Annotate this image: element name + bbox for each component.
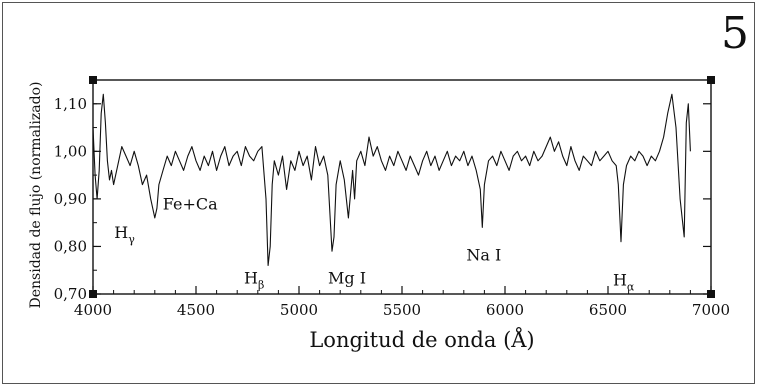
y-axis-label: Densidad de flujo (normalizado) [28, 82, 44, 309]
corner-marker [707, 290, 715, 298]
figure-frame [2, 2, 755, 384]
corner-marker [707, 76, 715, 84]
line-annotation: Hα [613, 270, 635, 293]
x-tick-label: 4500 [177, 301, 215, 319]
x-tick-label: 4000 [74, 301, 112, 319]
annotation-layer: Hγ Fe+Ca Hβ Mg I Na I Hα [114, 195, 635, 294]
line-annotation: Na I [466, 245, 501, 264]
corner-markers [89, 76, 715, 298]
x-axis: 4000 4500 5000 5500 6000 6500 7000 [74, 286, 730, 319]
y-tick-label: 1,00 [54, 142, 87, 160]
x-tick-label: 5000 [280, 301, 318, 319]
line-annotation: Hβ [244, 268, 264, 291]
line-annotation: Hγ [114, 223, 135, 246]
x-tick-label: 6500 [589, 301, 627, 319]
corner-marker [89, 290, 97, 298]
y-tick-label: 0,80 [54, 237, 87, 255]
x-tick-label: 7000 [692, 301, 730, 319]
line-annotation: Fe+Ca [163, 195, 218, 214]
x-tick-label: 5500 [383, 301, 421, 319]
series-layer [92, 93, 691, 267]
x-tick-label: 6000 [486, 301, 524, 319]
corner-marker [89, 76, 97, 84]
y-axis: 0,70 0,80 0,90 1,00 1,10 [54, 79, 711, 303]
y-tick-label: 0,70 [54, 285, 87, 303]
figure-number: 5 [721, 8, 749, 59]
y-tick-label: 1,10 [54, 95, 87, 113]
y-tick-label: 0,90 [54, 190, 87, 208]
line-annotation: Mg I [328, 268, 366, 287]
spectrum-line [92, 93, 691, 267]
x-axis-label: Longitud de onda (Å) [309, 327, 534, 352]
